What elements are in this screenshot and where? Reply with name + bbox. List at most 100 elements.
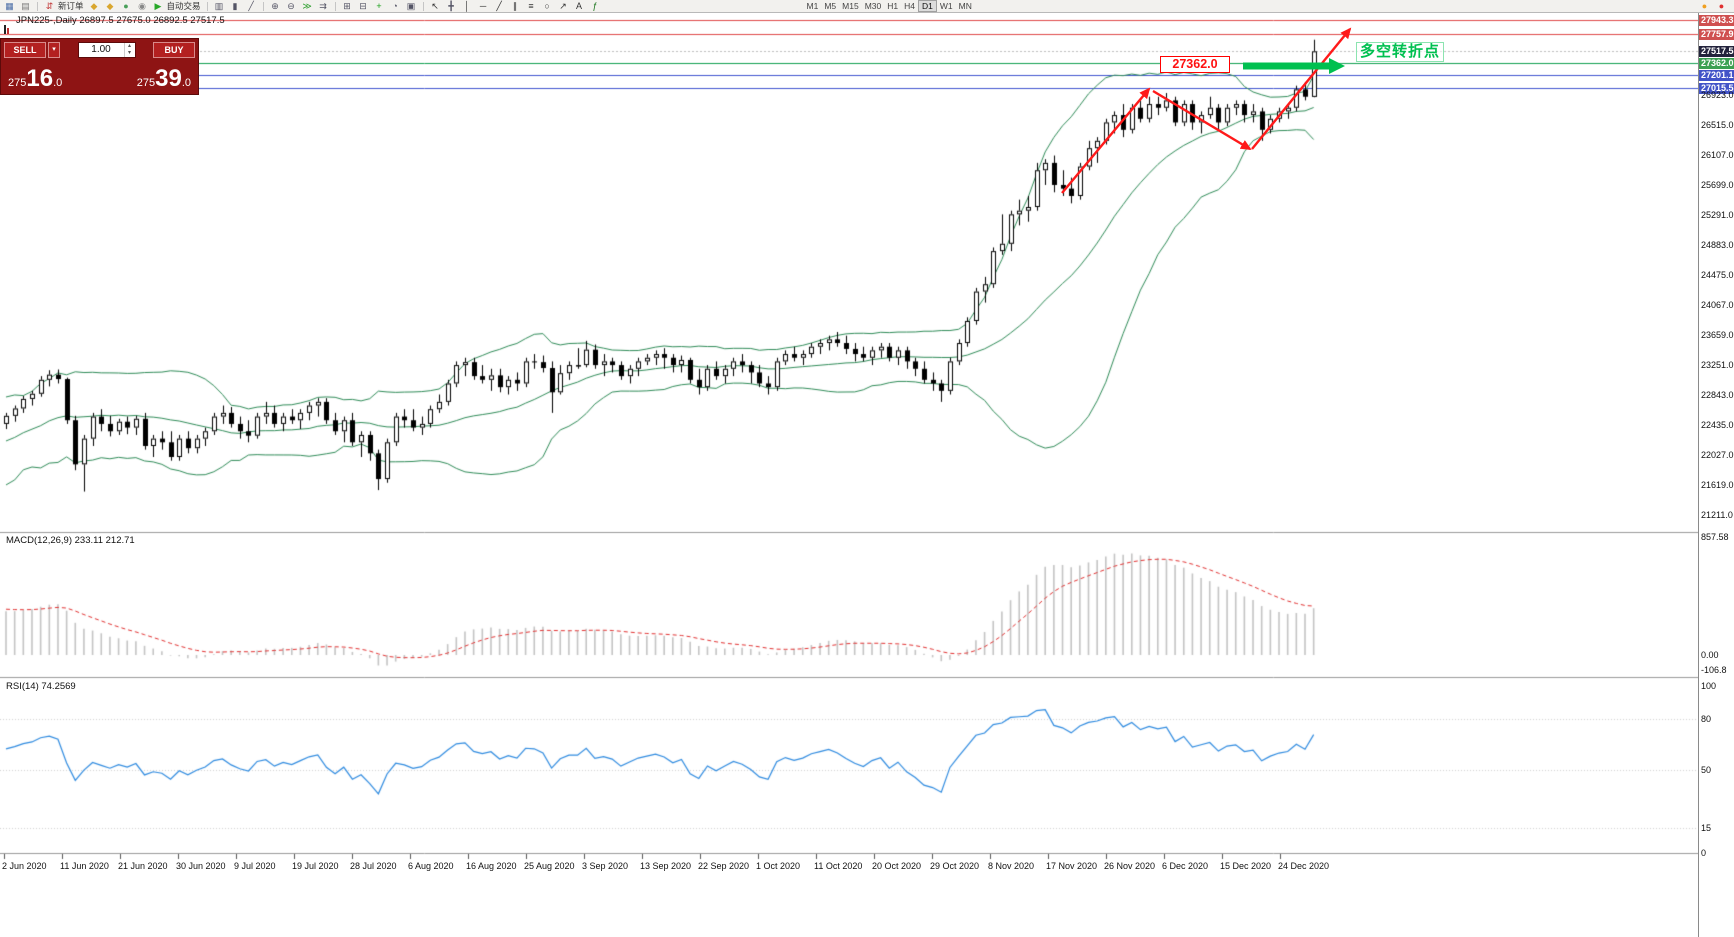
price-level-label: 27517.5 (1699, 46, 1734, 58)
sell-options-dropdown[interactable]: ▾ (48, 41, 60, 58)
axis-tick-label: 22435.0 (1701, 420, 1734, 431)
axis-tick-label: 22843.0 (1701, 390, 1734, 401)
toolbar-separator (37, 1, 38, 11)
date-label: 25 Aug 2020 (524, 861, 575, 871)
chart-bars-icon[interactable]: ▥ (214, 1, 224, 11)
text-tool-icon[interactable]: A (576, 1, 583, 11)
toolbar-separator (206, 1, 208, 11)
timeframe-m30[interactable]: M30 (864, 1, 882, 11)
date-label: 21 Jun 2020 (118, 861, 168, 871)
one-click-trading-panel: SELL ▾ 1.00 ▴ ▾ BUY 275 16.0 275 39.0 (0, 38, 199, 95)
sell-price[interactable]: 275 16.0 (8, 65, 63, 92)
price-axis[interactable]: 27943.3 27757.9 27517.5 27362.0 27201.1 27015… (1698, 13, 1734, 937)
autotrading-icon[interactable]: ▶ (154, 1, 162, 11)
data-window-icon[interactable]: ◆ (106, 1, 114, 11)
date-label: 15 Dec 2020 (1220, 861, 1272, 871)
timeframe-m15[interactable]: M15 (842, 1, 859, 11)
date-label: 13 Sep 2020 (640, 861, 692, 871)
zoom-out-icon[interactable]: ⊖ (287, 1, 295, 11)
axis-tick-label: 25291.0 (1701, 210, 1734, 221)
chart-candles-icon[interactable]: ▮ (232, 1, 238, 11)
toolbar-separator (334, 1, 336, 11)
new-chart-icon[interactable]: ▦ (5, 1, 14, 11)
cursor-icon[interactable]: ↖ (431, 1, 439, 11)
buy-button[interactable]: BUY (153, 41, 195, 58)
new-order-label[interactable]: 新订单 (58, 1, 84, 11)
buy-price[interactable]: 275 39.0 (136, 65, 191, 92)
terminal-icon[interactable]: ◉ (138, 1, 146, 11)
turning-point-label[interactable]: 多空转折点 (1356, 42, 1445, 62)
axis-tick-label: 24067.0 (1701, 300, 1734, 311)
crosshair-icon[interactable]: ╋ (448, 1, 454, 11)
timeframe-m5[interactable]: M5 (824, 1, 837, 11)
price-chart-canvas[interactable] (0, 13, 1698, 937)
fibonacci-tool-icon[interactable]: ≡ (528, 1, 534, 11)
timeframe-d1[interactable]: D1 (918, 0, 937, 12)
axis-tick-label: 80 (1701, 714, 1712, 725)
period-settings-icon[interactable]: ◔ (392, 1, 398, 11)
price-level-label: 27201.1 (1699, 69, 1734, 81)
axis-tick-label: 21211.0 (1701, 510, 1733, 521)
axis-tick-label: -106.8 (1701, 664, 1727, 675)
chart-shift-icon[interactable]: ⇉ (319, 1, 327, 11)
timeframe-h4[interactable]: H4 (904, 1, 915, 11)
chart-ohlc-title: JPN225-,Daily 26897.5 27675.0 26892.5 27… (16, 15, 225, 26)
zoom-in-icon[interactable]: ⊕ (271, 1, 279, 11)
alert-icon[interactable]: ● (1718, 1, 1725, 11)
volume-field[interactable]: 1.00 ▴ ▾ (77, 41, 136, 58)
indicators-icon[interactable]: ƒ (592, 1, 598, 11)
new-order-icon[interactable]: ⇵ (45, 1, 54, 11)
date-label: 30 Jun 2020 (176, 861, 226, 871)
add-indicator-icon[interactable]: + (376, 1, 382, 11)
date-label: 2 Jun 2020 (2, 861, 47, 871)
price-level-label: 27943.3 (1699, 15, 1734, 26)
cascade-windows-icon[interactable]: ⊟ (359, 1, 367, 11)
axis-tick-label: 0.00 (1701, 650, 1719, 660)
macd-indicator-label: MACD(12,26,9) 233.11 212.71 (6, 535, 135, 546)
trendline-tool-icon[interactable]: ╱ (496, 1, 502, 11)
price-level-label: 27015.5 (1699, 83, 1734, 95)
vertical-line-tool-icon[interactable]: │ (464, 1, 470, 11)
date-label: 22 Sep 2020 (698, 861, 750, 871)
axis-tick-label: 26107.0 (1701, 150, 1734, 161)
date-label: 8 Nov 2020 (988, 861, 1035, 871)
sell-button[interactable]: SELL (4, 41, 46, 58)
chart-line-icon[interactable]: ╱ (248, 1, 254, 11)
volume-stepper[interactable]: ▴ ▾ (123, 42, 135, 57)
axis-tick-label: 24475.0 (1701, 270, 1734, 281)
date-label: 20 Oct 2020 (872, 861, 922, 871)
date-label: 17 Nov 2020 (1046, 861, 1098, 871)
autotrading-label[interactable]: 自动交易 (166, 1, 201, 11)
date-label: 28 Jul 2020 (350, 861, 397, 871)
timeframe-h1[interactable]: H1 (887, 1, 899, 11)
axis-tick-label: 15 (1701, 822, 1712, 833)
axis-tick-label: 857.58 (1701, 532, 1729, 543)
notifications-icon[interactable]: ● (1701, 1, 1708, 11)
arrow-tool-icon[interactable]: ↗ (559, 1, 567, 11)
tile-windows-icon[interactable]: ⊞ (343, 1, 351, 11)
horizontal-line-tool-icon[interactable]: ─ (479, 1, 487, 11)
chart-icon (4, 16, 13, 34)
axis-tick-label: 24883.0 (1701, 240, 1734, 251)
time-axis[interactable]: 2 Jun 2020 11 Jun 2020 21 Jun 2020 30 Jun 2… (0, 859, 1698, 875)
price-level-label: 27362.0 (1699, 57, 1734, 69)
axis-tick-label: 25699.0 (1701, 180, 1734, 191)
profiles-icon[interactable]: ▤ (21, 1, 30, 11)
timeframe-m1[interactable]: M1 (806, 1, 819, 11)
toolbar-right-icons: ● ● (1697, 0, 1732, 12)
timeframe-mn[interactable]: MN (958, 1, 972, 11)
navigator-icon[interactable]: ● (123, 1, 129, 11)
timeframe-w1[interactable]: W1 (939, 1, 953, 11)
price-annotation-box[interactable]: 27362.0 (1160, 56, 1230, 73)
stepper-down-icon[interactable]: ▾ (127, 49, 131, 56)
auto-scroll-icon[interactable]: ≫ (302, 1, 312, 11)
stepper-up-icon[interactable]: ▴ (127, 42, 131, 49)
template-icon[interactable]: ▣ (406, 1, 416, 11)
channel-tool-icon[interactable]: ∥ (512, 1, 518, 11)
market-watch-icon[interactable]: ◆ (90, 1, 98, 11)
axis-tick-label: 50 (1701, 764, 1712, 775)
shapes-tool-icon[interactable]: ○ (544, 1, 550, 11)
date-label: 3 Sep 2020 (582, 861, 629, 871)
